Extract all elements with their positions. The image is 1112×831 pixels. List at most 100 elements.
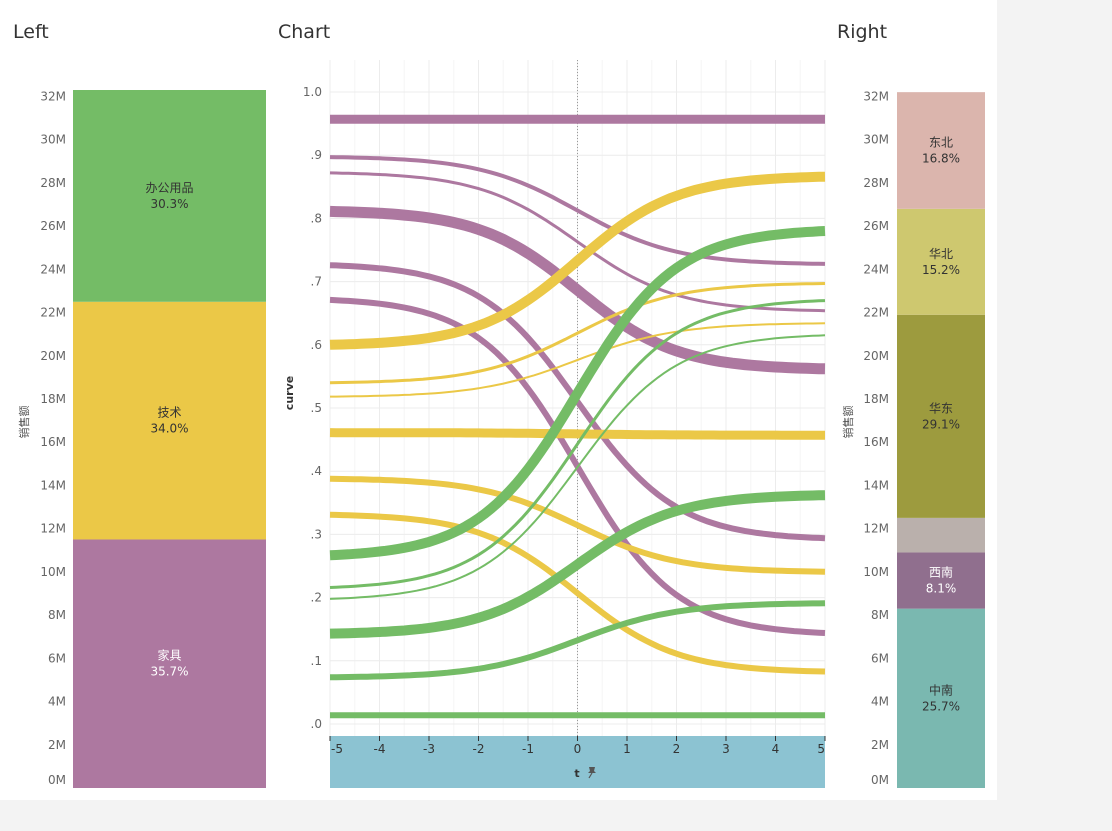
left-y-tick: 20M: [40, 349, 66, 363]
left-pane-title: Left: [13, 21, 49, 43]
right-y-axis-title: 销售额: [841, 406, 855, 439]
left-y-tick: 6M: [48, 651, 66, 665]
curve-line[interactable]: [329, 226, 826, 561]
left-y-tick: 4M: [48, 695, 66, 709]
left-y-tick: 24M: [40, 262, 66, 276]
right-segment-中南[interactable]: 中南 25.7%: [897, 608, 985, 788]
right-segment-rect[interactable]: [897, 608, 985, 788]
chart-x-tick: -2: [473, 742, 485, 756]
left-segment-rect[interactable]: [73, 90, 266, 302]
right-segment-pct: 29.1%: [922, 417, 960, 431]
right-stacked-bar[interactable]: 0M 2M 4M 6M 8M 10M 12M 14M 16M 18M 20M 22M 24M 26M 28M…: [841, 89, 985, 788]
right-y-tick: 6M: [871, 651, 889, 665]
left-segment-pct: 34.0%: [150, 422, 188, 436]
left-y-tick: 0M: [48, 773, 66, 787]
chart-y-tick: .9: [311, 148, 322, 162]
curve-line[interactable]: [329, 205, 826, 375]
right-y-tick: 22M: [863, 306, 889, 320]
left-y-tick: 28M: [40, 176, 66, 190]
right-y-tick: 10M: [863, 565, 889, 579]
curve-line[interactable]: [330, 600, 826, 681]
right-segment-rect[interactable]: [897, 208, 985, 315]
curve-line[interactable]: [329, 282, 826, 385]
right-pane-title: Right: [837, 21, 887, 43]
left-segment-办公用品[interactable]: 办公用品 30.3%: [73, 90, 266, 302]
chart-x-tick: -5: [331, 742, 343, 756]
right-segment-label: 中南: [929, 682, 953, 697]
curve-line[interactable]: [329, 155, 826, 266]
right-y-tick: 18M: [863, 392, 889, 406]
curve-series-group[interactable]: [329, 114, 826, 719]
right-y-tick: 2M: [871, 738, 889, 752]
right-segment-label: 东北: [929, 136, 953, 150]
right-segment-华北[interactable]: 华北 15.2%: [897, 208, 985, 315]
right-y-tick: 24M: [863, 262, 889, 276]
right-y-tick: 8M: [871, 608, 889, 622]
right-segment-label: 华东: [929, 401, 953, 415]
curve-line[interactable]: [329, 171, 826, 313]
curve-line[interactable]: [329, 334, 826, 600]
curve-line[interactable]: [329, 475, 826, 575]
chart-y-tick: 1.0: [303, 85, 322, 99]
right-segment-label: 西南: [929, 565, 953, 580]
right-segment-东北[interactable]: 东北 16.8%: [897, 92, 985, 209]
left-segment-label: 办公用品: [145, 180, 193, 195]
right-segment-西南[interactable]: 西南 8.1%: [897, 552, 985, 609]
right-segment-pct: 15.2%: [922, 263, 960, 277]
curve-line[interactable]: [329, 171, 826, 350]
chart-y-tick: .1: [311, 654, 322, 668]
chart-y-tick: .2: [311, 591, 322, 605]
right-y-tick: 28M: [863, 176, 889, 190]
right-segment[interactable]: [897, 517, 985, 553]
right-segment-华东[interactable]: 华东 29.1%: [897, 314, 985, 518]
right-y-tick: 16M: [863, 435, 889, 449]
right-y-tick: 26M: [863, 219, 889, 233]
left-y-tick: 26M: [40, 219, 66, 233]
right-y-tick: 0M: [871, 773, 889, 787]
chart-x-tick: -3: [423, 742, 435, 756]
chart-y-tick: .7: [311, 275, 322, 289]
dashboard-canvas: Left Chart Right 0M 2M 4M 6M 8M 10M 12M 14M 16M 1…: [0, 0, 997, 800]
right-segment-pct: 16.8%: [922, 152, 960, 166]
left-segment-家具[interactable]: 家具 35.7%: [73, 539, 266, 788]
curve-line[interactable]: [329, 490, 826, 639]
right-segment-rect[interactable]: [897, 517, 985, 553]
right-segment-pct: 25.7%: [922, 699, 960, 713]
chart-y-tick: .6: [311, 338, 322, 352]
left-segment-rect[interactable]: [73, 539, 266, 788]
chart-x-tick: 1: [623, 742, 631, 756]
chart-y-tick: .5: [311, 401, 322, 415]
left-y-tick: 14M: [40, 478, 66, 492]
left-segment-label: 家具: [157, 648, 181, 663]
left-y-tick: 16M: [40, 435, 66, 449]
right-segment-rect[interactable]: [897, 314, 985, 518]
curve-line[interactable]: [329, 428, 825, 440]
right-y-tick: 14M: [863, 478, 889, 492]
chart-x-tick: 4: [772, 742, 780, 756]
curve-line[interactable]: [329, 511, 826, 675]
chart-x-axis-title: t: [574, 767, 579, 780]
pin-icon[interactable]: [588, 767, 596, 779]
left-segment-pct: 35.7%: [150, 665, 188, 679]
right-segment-rect[interactable]: [897, 552, 985, 609]
left-segment-技术[interactable]: 技术 34.0%: [73, 301, 266, 540]
chart-x-tick: 2: [673, 742, 681, 756]
left-y-tick: 2M: [48, 738, 66, 752]
left-y-tick: 12M: [40, 522, 66, 536]
right-y-tick: 30M: [863, 133, 889, 147]
curve-line[interactable]: [329, 299, 826, 589]
left-segment-pct: 30.3%: [150, 197, 188, 211]
right-y-tick: 12M: [863, 522, 889, 536]
curve-chart[interactable]: .0 .1 .2 .3 .4 .5 .6 .7 .8 .9 1.0 curve -5 -4 -3 -2 -1 0 1…: [283, 60, 826, 788]
center-pane-title: Chart: [278, 21, 330, 43]
chart-y-axis-title: curve: [283, 376, 296, 410]
left-segment-rect[interactable]: [73, 301, 266, 540]
left-stacked-bar[interactable]: 0M 2M 4M 6M 8M 10M 12M 14M 16M 18M 20M 22M 24M 26M 28M…: [17, 89, 266, 788]
curve-line[interactable]: [330, 322, 826, 398]
left-y-axis-title: 销售额: [17, 406, 31, 439]
chart-y-tick: .4: [311, 464, 322, 478]
right-segment-rect[interactable]: [897, 92, 985, 209]
left-segment-label: 技术: [157, 406, 181, 420]
chart-x-tick: 3: [722, 742, 730, 756]
chart-x-tick: 0: [574, 742, 582, 756]
